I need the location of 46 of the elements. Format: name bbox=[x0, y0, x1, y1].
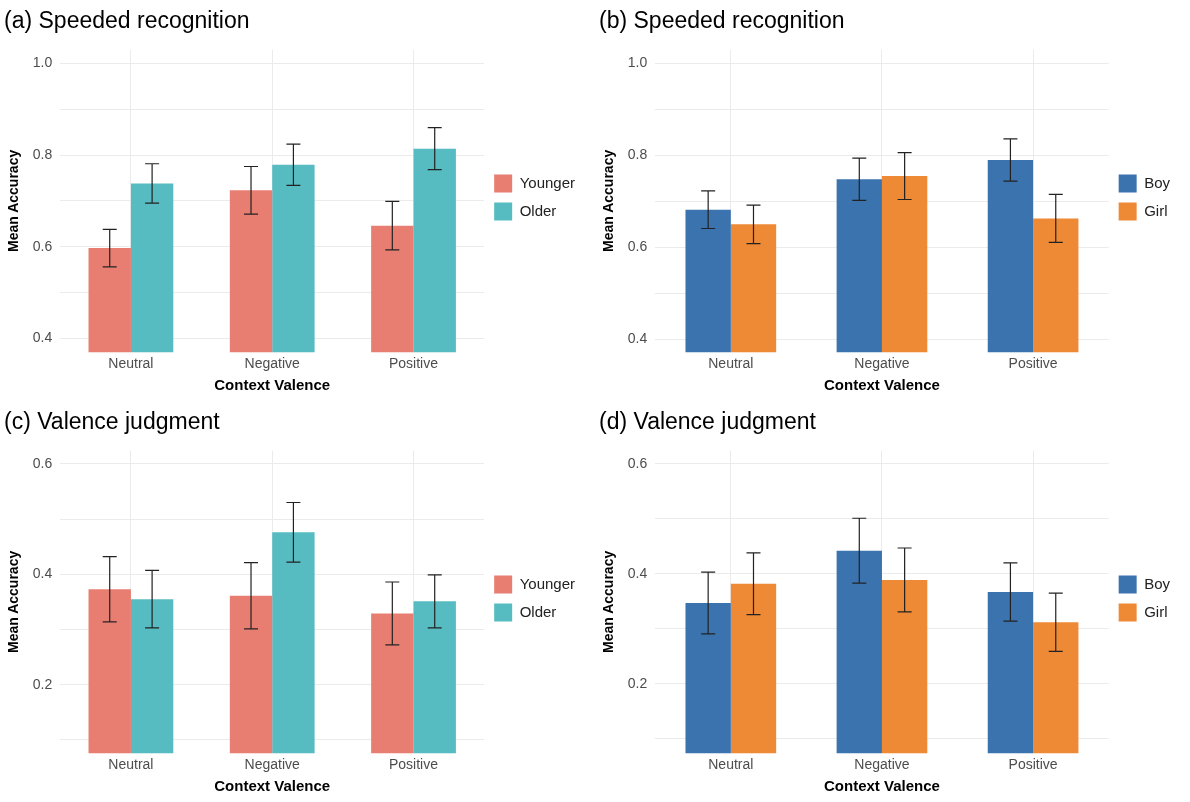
legend-label: Boy bbox=[1144, 574, 1171, 592]
x-tick-label: Neutral bbox=[108, 355, 154, 372]
y-axis-title: Mean Accuracy bbox=[5, 149, 22, 252]
y-tick-label: 0.4 bbox=[627, 330, 648, 347]
x-axis-title: Context Valence bbox=[214, 777, 331, 795]
x-tick-label: Neutral bbox=[708, 756, 754, 773]
y-tick-label: 0.2 bbox=[627, 674, 648, 691]
legend-label: Girl bbox=[1144, 201, 1168, 219]
x-axis-title: Context Valence bbox=[824, 777, 940, 795]
x-tick-label: Positive bbox=[389, 355, 439, 372]
y-tick-label: 0.4 bbox=[32, 565, 53, 582]
y-tick-label: 1.0 bbox=[627, 54, 648, 71]
y-tick-label: 0.6 bbox=[32, 454, 53, 471]
x-axis-title: Context Valence bbox=[214, 376, 331, 394]
x-tick-label: Negative bbox=[244, 355, 301, 372]
y-tick-label: 1.0 bbox=[32, 54, 53, 71]
x-tick-label: Positive bbox=[1008, 756, 1058, 773]
y-tick-label: 0.8 bbox=[32, 145, 53, 162]
y-tick-label: 0.6 bbox=[32, 237, 53, 254]
legend-label: Girl bbox=[1144, 602, 1168, 620]
legend-label: Younger bbox=[519, 173, 576, 191]
x-tick-label: Negative bbox=[244, 756, 301, 773]
x-tick-label: Negative bbox=[854, 756, 910, 773]
y-tick-label: 0.2 bbox=[32, 675, 53, 692]
legend-label: Older bbox=[519, 201, 557, 219]
y-tick-label: 0.8 bbox=[627, 146, 648, 163]
y-axis-title: Mean Accuracy bbox=[600, 149, 617, 252]
x-tick-label: Positive bbox=[389, 756, 439, 773]
x-axis-title: Context Valence bbox=[824, 376, 940, 394]
x-tick-label: Positive bbox=[1008, 355, 1058, 372]
legend-label: Boy bbox=[1144, 173, 1171, 191]
legend-label: Older bbox=[519, 602, 557, 620]
y-axis-title: Mean Accuracy bbox=[5, 550, 22, 653]
legend-label: Younger bbox=[519, 574, 576, 592]
chart-title: (d) Valence judgment bbox=[599, 408, 817, 435]
x-tick-label: Neutral bbox=[108, 756, 154, 773]
x-tick-label: Negative bbox=[854, 355, 910, 372]
y-axis-title: Mean Accuracy bbox=[600, 550, 617, 653]
x-tick-label: Neutral bbox=[708, 355, 754, 372]
y-tick-label: 0.6 bbox=[627, 238, 648, 255]
chart-title: (c) Valence judgment bbox=[4, 408, 221, 435]
y-tick-label: 0.6 bbox=[627, 454, 648, 471]
y-tick-label: 0.4 bbox=[627, 564, 648, 581]
chart-title: (b) Speeded recognition bbox=[599, 7, 845, 34]
y-tick-label: 0.4 bbox=[32, 329, 53, 346]
chart-title: (a) Speeded recognition bbox=[4, 7, 250, 34]
